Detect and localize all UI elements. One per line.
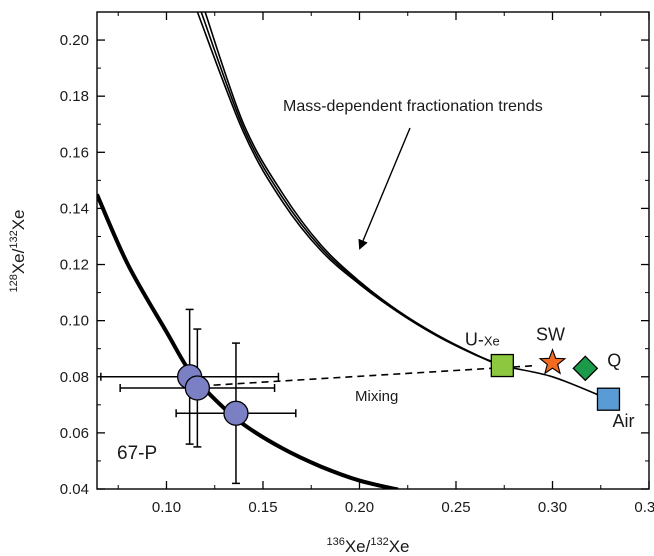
comet-data-point [184,375,211,401]
reference-labels: U-Xe SW Q Air [465,325,635,431]
y-tick-label: 0.08 [60,369,89,386]
label-u-xe: U-Xe [465,330,500,350]
fractionation-label: Mass-dependent fractionation trends [283,98,543,115]
y-tick-label: 0.06 [60,425,89,442]
marker-air [596,387,621,411]
plot-frame [96,11,650,490]
y-tick-label: 0.04 [60,481,89,498]
tick-labels: 0.10 0.15 0.20 0.25 0.30 0.35 0.04 0.06 0.08 0.10… [60,32,654,516]
x-tick-label: 0.35 [634,499,654,516]
label-q: Q [607,350,621,370]
y-tick-label: 0.16 [60,144,89,161]
comet-label: 67-P [117,443,157,464]
x-tick-label: 0.20 [345,499,374,516]
y-axis-title: 128Xe/132Xe [8,209,28,292]
x-axis-title: 136Xe/132Xe [326,536,409,556]
fractionation-curve [200,12,503,367]
marker-sw [538,348,567,375]
x-tick-label: 0.25 [441,499,470,516]
y-tick-label: 0.14 [60,200,89,217]
fractionation-arrow [358,127,411,250]
marker-u-xe [490,353,514,378]
fractionation-curve [196,12,503,367]
x-tick-label: 0.15 [248,499,277,516]
x-tick-label: 0.30 [538,499,567,516]
curves [97,12,609,489]
x-tick-label: 0.10 [152,499,181,516]
y-tick-label: 0.12 [60,257,89,274]
comet-points [176,364,249,426]
comet-data-point [223,400,249,426]
label-air: Air [612,411,634,431]
y-tick-label: 0.10 [60,313,89,330]
marker-q [572,355,599,382]
mixing-dashed-line [189,364,538,388]
label-sw: SW [536,325,565,345]
reference-points [490,348,621,411]
y-tick-label: 0.20 [60,32,89,49]
mixing-line [189,364,538,388]
y-tick-label: 0.18 [60,88,89,105]
ticks [97,11,650,490]
mixing-label: Mixing [355,388,398,405]
